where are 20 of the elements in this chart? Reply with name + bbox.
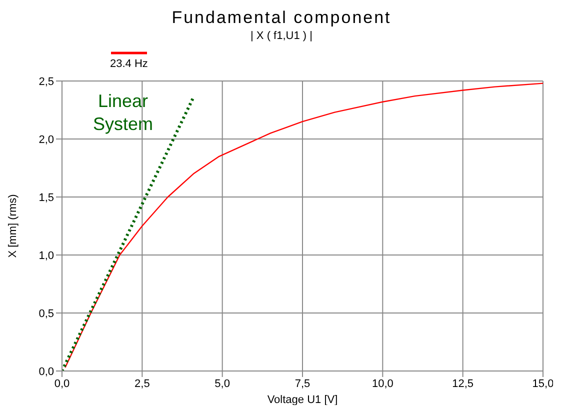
x-tick-label: 2,5: [134, 378, 150, 390]
x-axis-title: Voltage U1 [V]: [267, 394, 338, 406]
x-tick-label: 5,0: [214, 378, 230, 390]
x-tick-label: 0,0: [54, 378, 70, 390]
y-tick-label: 2,5: [38, 76, 54, 88]
x-tick-label: 15,0: [532, 378, 554, 390]
x-tick-label: 10,0: [372, 378, 394, 390]
x-tick-label: 7,5: [294, 378, 310, 390]
series-label: Linear System: [92, 90, 154, 136]
y-axis-title: X [mm] (rms): [6, 194, 19, 258]
y-tick-label: 2,0: [38, 134, 54, 146]
y-tick-label: 0,0: [38, 366, 54, 378]
y-tick-label: 0,5: [38, 308, 54, 320]
line-series: [64, 82, 543, 368]
chart-title: Fundamental component: [170, 8, 392, 28]
x-tick-label: 12,5: [452, 378, 474, 390]
y-tick-label: 1,0: [38, 250, 54, 262]
y-tick-label: 1,5: [38, 192, 54, 204]
chart-subtitle: | X ( f1,U1 ) |: [250, 30, 314, 42]
legend-label: 23.4 Hz: [110, 58, 148, 70]
